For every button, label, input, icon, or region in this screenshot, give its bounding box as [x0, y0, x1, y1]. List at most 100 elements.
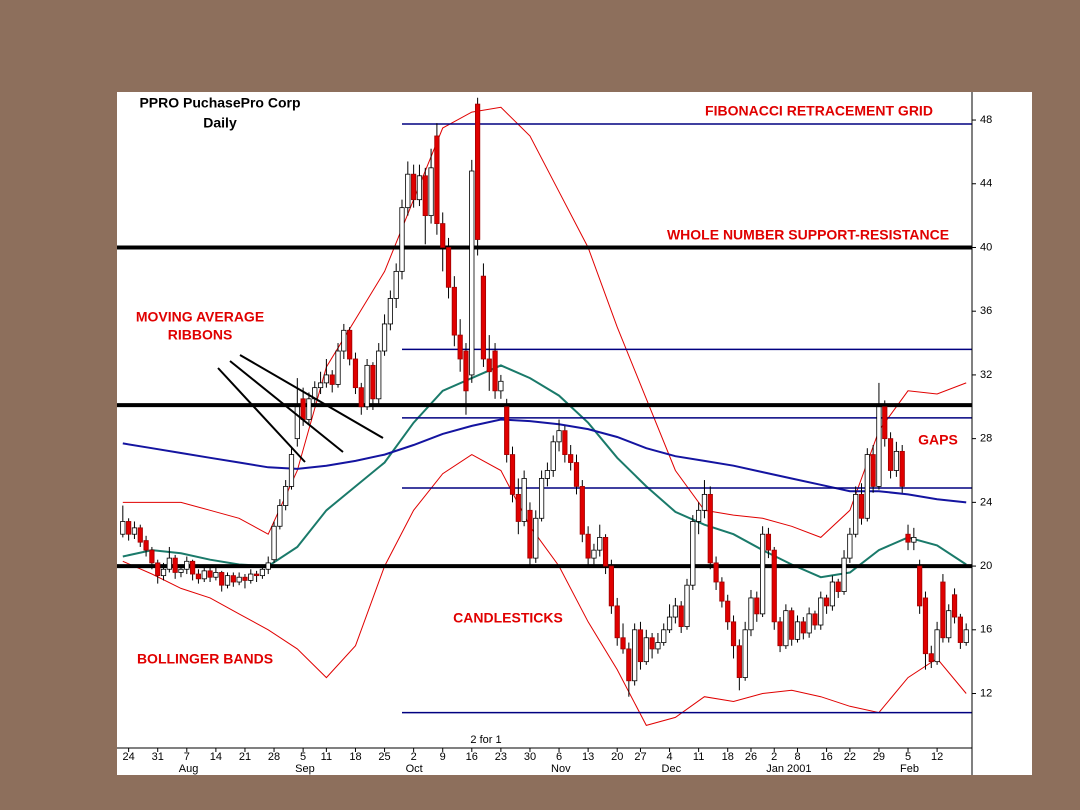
candle-body [283, 486, 289, 506]
y-tick-label: 44 [980, 178, 992, 190]
candle-body [300, 398, 306, 420]
candle-body [190, 560, 196, 575]
candle-body [585, 533, 591, 559]
x-tick-label: 25 [378, 751, 390, 763]
candle-body [172, 557, 178, 573]
candle-body [550, 441, 556, 471]
y-tick-label: 32 [980, 369, 992, 381]
x-tick-label: 11 [693, 751, 704, 763]
candle-body [876, 406, 882, 487]
candle-body [957, 616, 963, 643]
month-label: Feb [900, 763, 919, 775]
x-tick-label: 22 [844, 751, 856, 763]
candle-body [760, 533, 766, 615]
x-tick-label: 2 [771, 751, 777, 763]
candle-body [608, 565, 614, 607]
candle-body [533, 517, 539, 559]
candle-body [492, 350, 498, 392]
x-tick-label: 24 [123, 751, 135, 763]
candle-body [317, 382, 324, 389]
candle-body [626, 648, 632, 682]
y-tick-label: 48 [980, 114, 992, 126]
candle-body [579, 486, 585, 535]
y-tick-label: 40 [980, 241, 992, 253]
candle-body [265, 562, 271, 570]
candle-body [806, 613, 812, 634]
x-tick-label: 6 [556, 751, 562, 763]
candle-body [748, 597, 754, 631]
candle-body [725, 600, 731, 623]
candle-body [789, 610, 795, 640]
candle-body [597, 537, 603, 551]
x-tick-label: 29 [873, 751, 885, 763]
x-tick-label: 7 [184, 751, 190, 763]
candle-body [899, 450, 905, 487]
candle-body [661, 629, 667, 643]
candle-body [765, 533, 772, 551]
candle-body [672, 605, 678, 618]
candle-body [381, 323, 388, 352]
chart-subtitle: Daily [203, 115, 237, 131]
candle-body [213, 572, 219, 578]
candle-body [126, 521, 132, 535]
bollinger-upper [122, 106, 967, 538]
candle-body [602, 537, 609, 567]
candle-body [963, 629, 969, 643]
x-tick-label: 20 [611, 751, 623, 763]
candle-body [358, 387, 364, 408]
candle-body [620, 637, 626, 650]
trend-lines [217, 354, 384, 463]
x-tick-label: 5 [905, 751, 911, 763]
candle-body [911, 537, 917, 543]
x-tick-label: 28 [268, 751, 280, 763]
candle-body [207, 570, 213, 578]
x-tick-label: 23 [495, 751, 507, 763]
candle-body [143, 540, 149, 551]
candle-body [422, 175, 428, 217]
candle-body [335, 350, 341, 385]
x-tick-label: 18 [349, 751, 361, 763]
candle-body [457, 334, 463, 360]
x-tick-label: 30 [524, 751, 536, 763]
candle-body [504, 406, 510, 455]
x-tick-label: 4 [666, 751, 672, 763]
candle-body [666, 616, 673, 631]
candle-body [259, 568, 266, 577]
candle-body [917, 565, 923, 607]
candle-body [905, 533, 911, 543]
x-tick-label: 9 [440, 751, 446, 763]
candle-body [498, 380, 504, 392]
candle-body [573, 462, 580, 487]
candle-body [347, 329, 353, 360]
candle-body [329, 374, 335, 385]
candle-body [562, 430, 568, 455]
candle-body [434, 135, 440, 224]
candle-body [201, 570, 207, 580]
candle-body [870, 454, 876, 487]
candle-body [649, 637, 655, 650]
candle-body [521, 478, 527, 522]
candle-body [544, 470, 551, 479]
candle-body [160, 568, 167, 577]
candle-body [719, 581, 725, 602]
candle-body [475, 103, 481, 240]
candle-body [253, 573, 260, 577]
y-tick-label: 16 [980, 624, 992, 636]
candle-body [800, 621, 806, 634]
candle-body [713, 562, 719, 583]
candle-body [364, 364, 370, 408]
candle-body [946, 610, 952, 639]
chart-panel [117, 92, 1032, 775]
y-tick-label: 28 [980, 433, 992, 445]
candle-body [864, 454, 870, 519]
candle-body [195, 573, 202, 580]
candle-body [951, 594, 958, 618]
candle-body [841, 557, 847, 592]
candle-body [730, 621, 737, 647]
x-tick-label: 27 [634, 751, 646, 763]
candle-body [934, 629, 940, 663]
candle-body [568, 454, 574, 463]
candle-body [323, 374, 329, 384]
candle-body [219, 572, 225, 586]
candle-body [155, 562, 161, 577]
